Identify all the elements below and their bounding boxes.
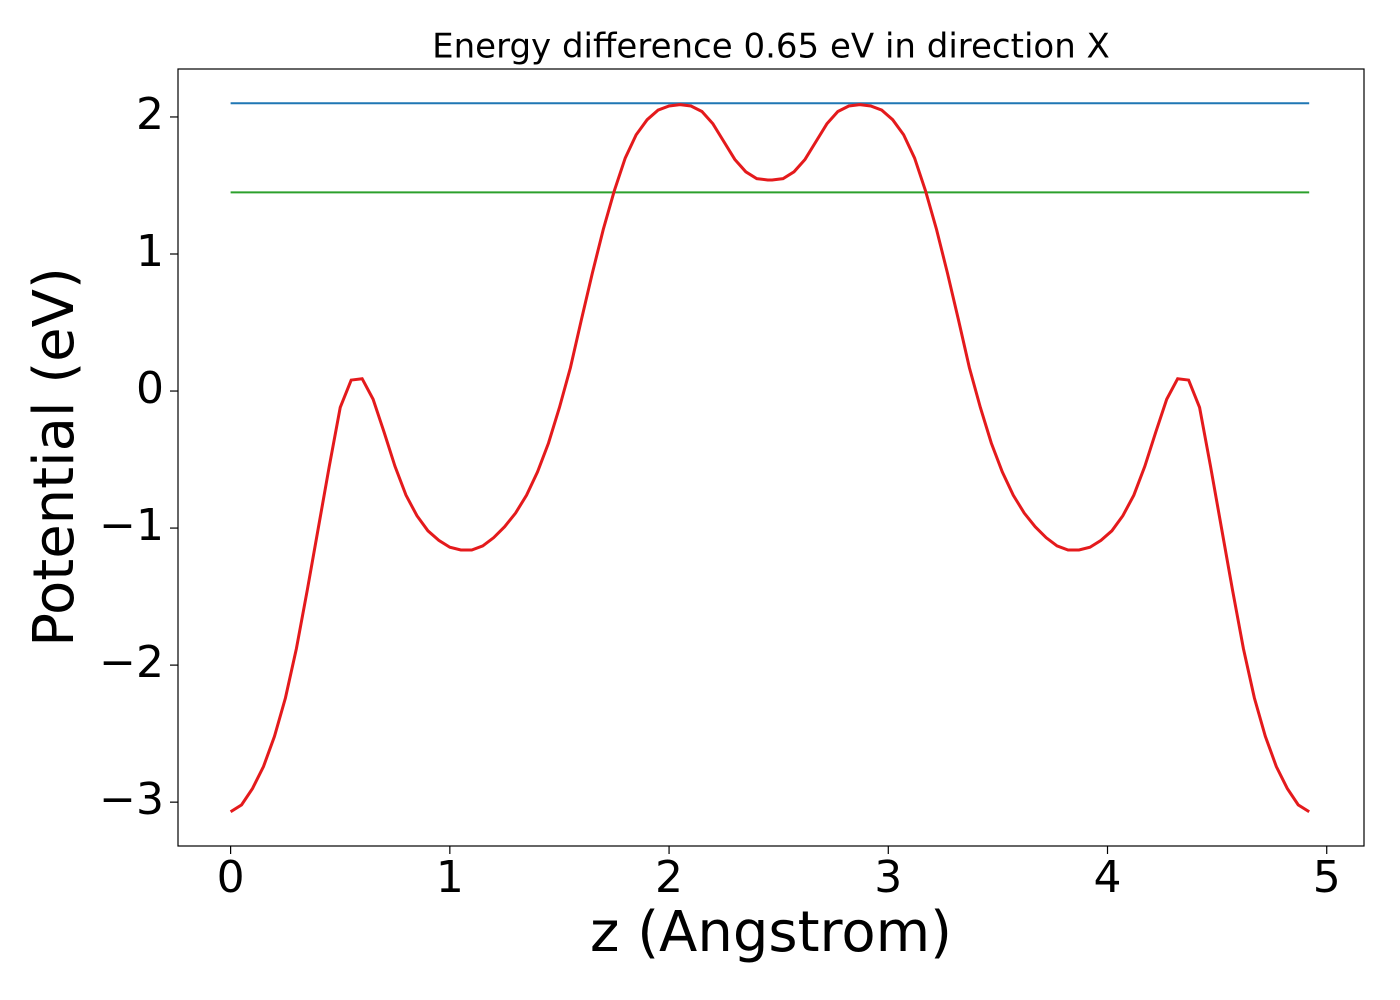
x-tick-label: 2 [655, 852, 683, 903]
plot-frame [177, 68, 1365, 847]
y-tick-label: 1 [136, 226, 164, 277]
chart-title: Energy difference 0.65 eV in direction X [432, 27, 1110, 67]
y-tick-label: −3 [99, 774, 164, 825]
y-axis-label: Potential (eV) [22, 267, 87, 647]
y-tick-label: 2 [136, 89, 164, 140]
y-tick-label: −2 [99, 637, 164, 688]
x-axis-label: z (Angstrom) [590, 900, 952, 965]
y-tick-label: −1 [99, 500, 164, 551]
y-tick-label: 0 [136, 363, 164, 414]
x-tick-label: 4 [1094, 852, 1122, 903]
data-line [229, 103, 1310, 814]
x-tick-label: 5 [1313, 852, 1341, 903]
x-tick-label: 3 [874, 852, 902, 903]
x-tick-label: 0 [217, 852, 245, 903]
x-tick-label: 1 [436, 852, 464, 903]
